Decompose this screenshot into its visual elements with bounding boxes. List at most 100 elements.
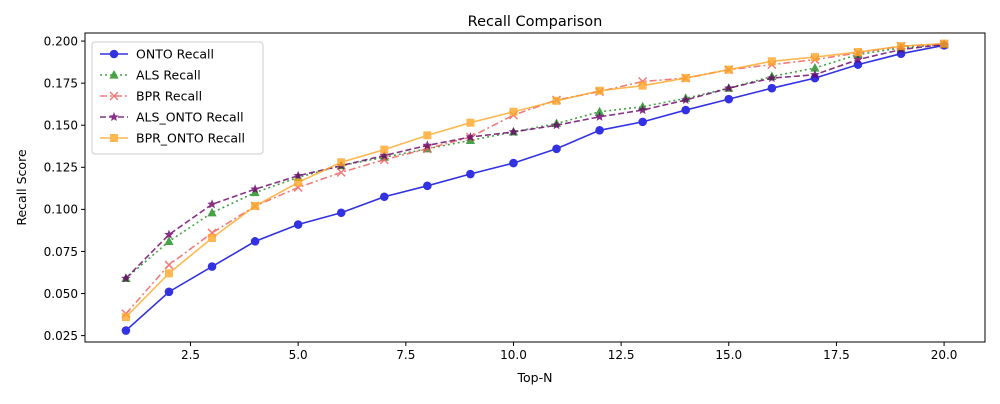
- data-point: [594, 111, 605, 121]
- plot-frame: [84, 32, 986, 343]
- series-line: [125, 43, 945, 315]
- x-tick-label: 7.5: [396, 348, 415, 362]
- data-point: [207, 262, 217, 271]
- x-tick-label: 10.0: [500, 348, 527, 362]
- data-point: [853, 54, 863, 64]
- y-tick-label: 0.100: [44, 203, 78, 217]
- data-point: [638, 117, 647, 127]
- legend-item: [100, 70, 128, 79]
- data-point: [379, 155, 389, 165]
- data-point: [810, 53, 819, 62]
- legend-item: [100, 49, 128, 59]
- legend-label: ALS Recall: [136, 68, 201, 83]
- data-point: [251, 202, 260, 211]
- legend-item: [100, 91, 128, 101]
- series-line: [125, 42, 945, 318]
- x-tick-label: 12.5: [608, 348, 635, 362]
- data-point: [380, 145, 389, 154]
- data-point: [379, 192, 389, 202]
- data-point: [680, 94, 691, 105]
- y-tick-label: 0.200: [44, 34, 78, 48]
- data-point: [767, 73, 777, 83]
- data-point: [164, 260, 174, 270]
- x-tick-label: 17.5: [823, 348, 850, 362]
- data-point: [250, 187, 260, 197]
- data-point: [164, 269, 173, 278]
- data-point: [294, 178, 303, 187]
- legend: ONTO Recall ALS Recall BPR Recall ALS_ONTO …: [91, 41, 264, 155]
- y-axis-label: Recall Score: [14, 149, 29, 226]
- y-axis: 0.025 0.050 0.075 0.100 0.125 0.150 0.175 0.200: [44, 34, 85, 343]
- data-point: [509, 107, 518, 116]
- data-point: [552, 96, 561, 105]
- legend-label: ONTO Recall: [136, 47, 214, 62]
- data-point: [379, 150, 390, 160]
- x-tick-label: 20.0: [931, 348, 958, 362]
- data-point: [724, 94, 734, 104]
- data-point: [681, 74, 690, 83]
- series-line: [125, 43, 945, 279]
- legend-label: BPR Recall: [136, 89, 202, 104]
- data-point: [552, 144, 561, 154]
- x-axis: 2.5 5.0 7.5 10.0 12.5 15.0 17.5 20.0: [181, 342, 957, 362]
- data-point: [767, 57, 776, 66]
- x-tick-label: 15.0: [715, 348, 742, 362]
- data-point: [423, 131, 432, 140]
- data-point: [293, 170, 303, 180]
- data-point: [595, 86, 604, 95]
- series-bpr-onto-recall: [121, 39, 949, 322]
- legend-label: ALS_ONTO Recall: [136, 110, 244, 125]
- data-point: [121, 326, 131, 335]
- data-point: [897, 42, 906, 51]
- data-point: [810, 63, 820, 72]
- y-tick-label: 0.175: [44, 76, 78, 90]
- data-point: [336, 167, 346, 177]
- data-point: [164, 236, 174, 245]
- legend-label: BPR_ONTO Recall: [136, 131, 245, 146]
- y-tick-label: 0.075: [44, 245, 78, 259]
- legend-marker: [109, 49, 119, 59]
- data-point: [208, 233, 217, 242]
- data-point: [465, 135, 476, 144]
- x-axis-label: Top-N: [517, 370, 553, 385]
- series-layer: [121, 39, 949, 335]
- data-point: [767, 83, 777, 93]
- data-point: [724, 65, 733, 74]
- legend-marker: [109, 112, 119, 122]
- legend-marker: [109, 91, 119, 101]
- data-point: [121, 313, 130, 322]
- legend-box: [91, 41, 264, 155]
- data-point: [250, 237, 260, 246]
- data-point: [466, 169, 475, 179]
- y-tick-label: 0.125: [44, 161, 78, 175]
- data-point: [336, 208, 346, 218]
- legend-marker: [110, 134, 118, 142]
- data-point: [681, 105, 691, 115]
- x-tick-label: 5.0: [289, 348, 308, 362]
- data-point: [164, 287, 174, 297]
- x-tick-label: 2.5: [181, 348, 200, 362]
- data-point: [551, 120, 562, 130]
- data-point: [423, 181, 432, 191]
- data-point: [637, 105, 648, 115]
- y-tick-label: 0.025: [44, 329, 78, 343]
- legend-item: [100, 134, 128, 142]
- legend-marker: [109, 70, 119, 79]
- data-point: [422, 140, 433, 150]
- data-point: [207, 207, 217, 217]
- data-point: [164, 229, 174, 239]
- data-point: [638, 81, 647, 90]
- series-line: [125, 44, 945, 332]
- data-point: [207, 199, 217, 209]
- data-point: [853, 48, 862, 57]
- data-point: [337, 158, 346, 167]
- legend-item: [100, 112, 128, 122]
- data-point: [121, 273, 131, 283]
- data-point: [508, 126, 519, 137]
- chart-title: Recall Comparison: [468, 14, 603, 30]
- data-point: [509, 158, 518, 168]
- data-point: [595, 125, 604, 135]
- data-point: [810, 69, 820, 79]
